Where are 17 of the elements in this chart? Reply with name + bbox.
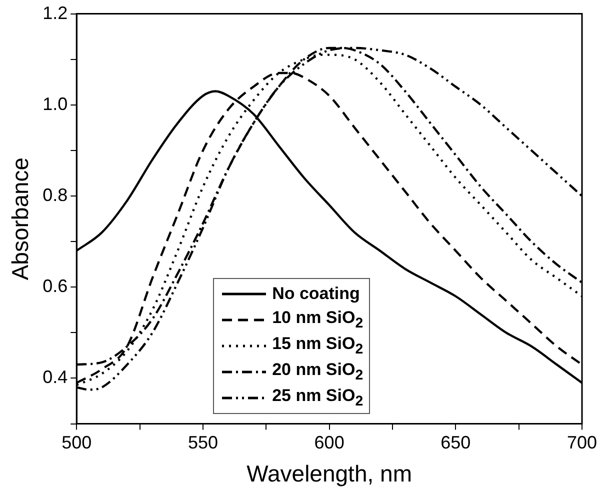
x-tick-label: 700 [566, 432, 598, 453]
legend-label: 10 nm SiO$_{2}$ [272, 308, 364, 332]
x-tick-label: 650 [440, 432, 471, 453]
legend-label: 15 nm SiO$_{2}$ [272, 334, 364, 358]
x-axis-title: Wavelength, nm [246, 460, 412, 487]
y-axis-title: Absorbance [7, 157, 34, 280]
x-tick-label: 600 [314, 432, 344, 453]
y-tick-label: 0.6 [42, 276, 68, 296]
y-tick-label: 1.0 [42, 94, 68, 114]
legend-label: 25 nm SiO$_{2}$ [272, 386, 364, 410]
x-tick-label: 500 [62, 432, 92, 453]
x-tick-label: 550 [188, 432, 218, 453]
y-tick-label: 1.2 [42, 2, 68, 23]
y-tick-label: 0.4 [42, 367, 68, 388]
y-tick-label: 0.8 [42, 184, 68, 205]
legend-label: 20 nm SiO$_{2}$ [272, 360, 364, 384]
legend-label: No coating [272, 284, 360, 304]
